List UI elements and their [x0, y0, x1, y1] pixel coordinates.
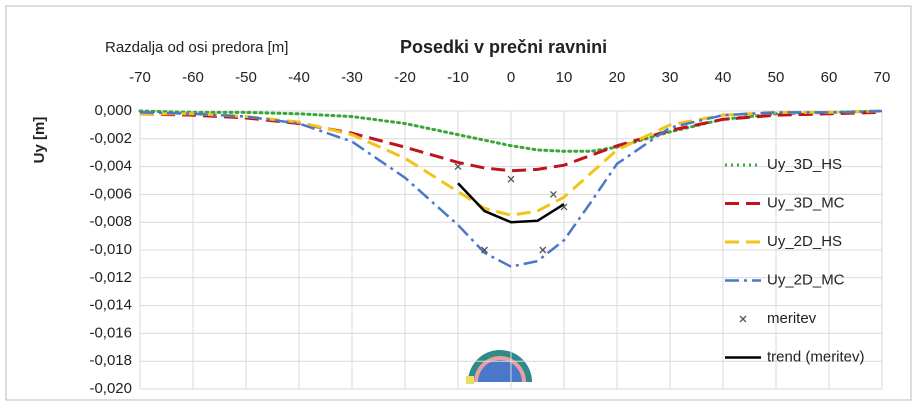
- x-tick-label: 40: [715, 69, 732, 86]
- y-axis-label: Uy [m]: [31, 117, 48, 164]
- y-tick-label: 0,000: [94, 102, 132, 119]
- chart-title: Posedki v prečni ravnini: [400, 37, 607, 57]
- x-tick-label: 10: [556, 69, 573, 86]
- y-tick-label: -0,014: [89, 297, 132, 314]
- y-tick-label: -0,010: [89, 241, 132, 258]
- x-tick-label: 20: [609, 69, 626, 86]
- legend-label: trend (meritev): [767, 348, 865, 365]
- data-point: [549, 190, 557, 198]
- x-tick-label: -30: [341, 69, 363, 86]
- y-tick-label: -0,008: [89, 213, 132, 230]
- y-tick-label: -0,018: [89, 352, 132, 369]
- x-tick-label: -70: [129, 69, 151, 86]
- x-tick-label: -10: [447, 69, 469, 86]
- data-point: [539, 246, 547, 254]
- legend-label: Uy_3D_HS: [767, 156, 842, 173]
- x-tick-label: -60: [182, 69, 204, 86]
- x-tick-label: -20: [394, 69, 416, 86]
- data-line: [140, 109, 883, 217]
- data-point: [507, 175, 515, 183]
- y-tick-label: -0,006: [89, 185, 132, 202]
- x-axis-label: Razdalja od osi predora [m]: [105, 39, 288, 56]
- legend-label: meritev: [767, 310, 817, 327]
- data-point: [481, 246, 488, 254]
- x-tick-label: -40: [288, 69, 310, 86]
- y-tick-label: -0,002: [89, 130, 132, 147]
- x-tick-label: 50: [768, 69, 785, 86]
- x-tick-label: -50: [235, 69, 257, 86]
- data-line: [138, 109, 884, 153]
- y-tick-label: -0,004: [89, 158, 132, 175]
- y-tick-label: -0,020: [89, 380, 132, 397]
- y-tick-label: -0,016: [89, 324, 132, 341]
- data-line: [457, 182, 565, 224]
- legend-label: Uy_2D_HS: [767, 233, 842, 250]
- x-tick-label: 0: [507, 69, 515, 86]
- legend-label: Uy_2D_MC: [767, 271, 845, 288]
- x-tick-label: 30: [662, 69, 679, 86]
- x-tick-label: 60: [821, 69, 838, 86]
- y-tick-label: -0,012: [89, 269, 132, 286]
- data-point: [454, 163, 462, 171]
- x-tick-label: 70: [874, 69, 891, 86]
- legend-marker: [739, 315, 747, 323]
- legend-label: Uy_3D_MC: [767, 194, 845, 211]
- data-line: [139, 109, 883, 268]
